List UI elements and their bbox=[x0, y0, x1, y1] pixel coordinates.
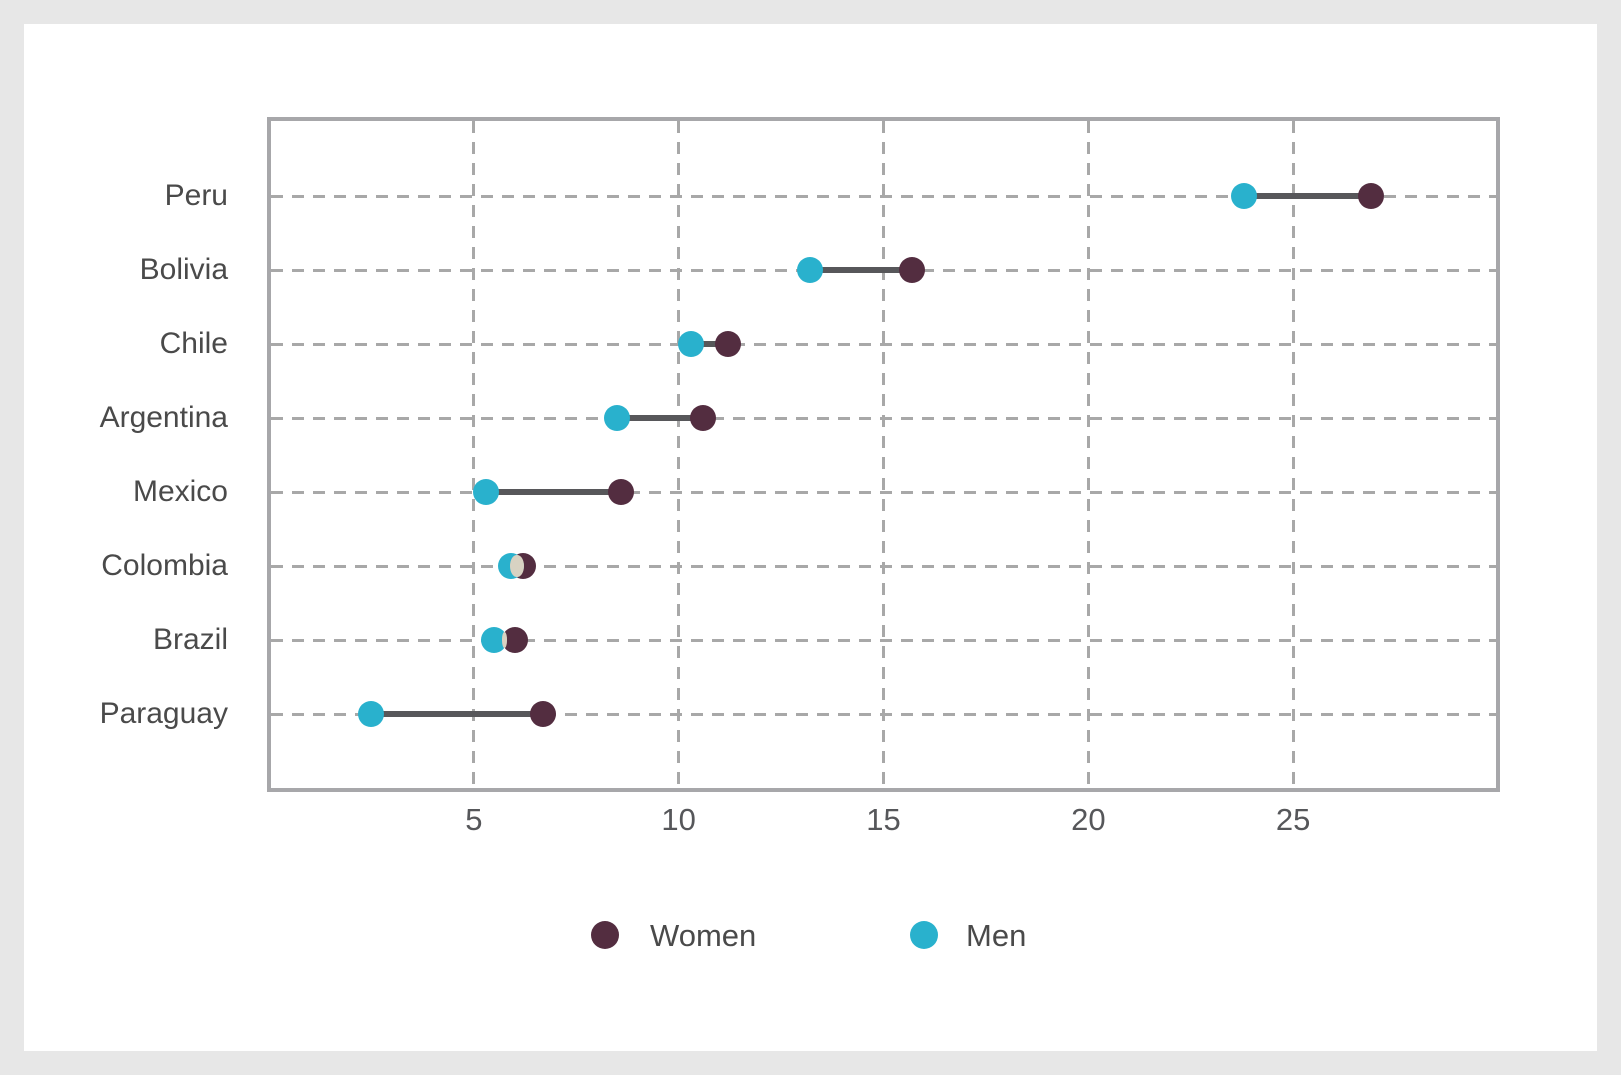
horizontal-gridline bbox=[271, 638, 1496, 642]
chart-card: Peru Bolivia Chile Argentina Mexico Colombia B… bbox=[24, 24, 1597, 1051]
category-label: Chile bbox=[159, 327, 228, 360]
legend-women-dot bbox=[591, 921, 619, 949]
overlap-highlight bbox=[501, 631, 508, 648]
legend-women-label: Women bbox=[650, 918, 757, 953]
horizontal-gridline bbox=[271, 416, 1496, 420]
x-tick-label: 10 bbox=[661, 802, 696, 837]
men-dot bbox=[677, 331, 704, 357]
x-tick-label: 25 bbox=[1275, 802, 1311, 837]
vertical-gridline bbox=[1086, 121, 1090, 788]
women-dot bbox=[690, 405, 717, 431]
connector-line bbox=[690, 341, 728, 347]
vertical-gridline bbox=[1291, 121, 1295, 788]
overlap-highlight bbox=[509, 554, 524, 578]
women-dot bbox=[714, 331, 741, 357]
connector-line bbox=[486, 489, 622, 495]
horizontal-gridline bbox=[271, 712, 1496, 716]
horizontal-gridline bbox=[271, 564, 1496, 568]
vertical-gridline bbox=[882, 121, 885, 788]
men-dot bbox=[604, 405, 631, 431]
women-dot bbox=[899, 257, 926, 283]
category-label: Paraguay bbox=[99, 697, 228, 730]
vertical-gridline bbox=[472, 121, 476, 788]
vertical-gridline bbox=[677, 121, 681, 788]
connector-line bbox=[1244, 193, 1371, 199]
legend-men-label: Men bbox=[966, 918, 1027, 953]
category-label: Mexico bbox=[132, 475, 228, 508]
men-dot bbox=[1231, 183, 1257, 209]
horizontal-gridline bbox=[271, 342, 1496, 346]
category-label: Peru bbox=[164, 179, 228, 212]
category-label: Brazil bbox=[152, 623, 228, 656]
men-dot bbox=[473, 479, 500, 505]
category-label: Argentina bbox=[99, 401, 228, 434]
category-label: Colombia bbox=[101, 549, 228, 582]
women-dot bbox=[1358, 183, 1384, 209]
legend-men-dot bbox=[910, 921, 938, 949]
x-tick-label: 20 bbox=[1071, 802, 1106, 837]
connector-line bbox=[617, 415, 704, 421]
women-dot bbox=[608, 479, 635, 505]
men-dot bbox=[796, 257, 823, 283]
x-tick-label: 5 bbox=[465, 802, 483, 837]
horizontal-gridline bbox=[271, 490, 1496, 494]
women-dot bbox=[530, 701, 557, 727]
connector-line bbox=[809, 267, 913, 273]
horizontal-gridline bbox=[271, 194, 1496, 198]
men-dot bbox=[358, 701, 385, 727]
connector-line bbox=[371, 711, 544, 717]
x-tick-label: 15 bbox=[866, 802, 901, 837]
category-label: Bolivia bbox=[139, 253, 228, 286]
